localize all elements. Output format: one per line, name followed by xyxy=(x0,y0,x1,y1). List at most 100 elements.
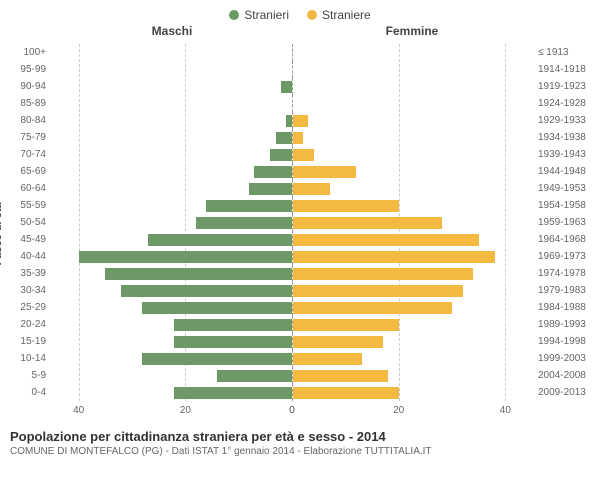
pyramid-row: 70-741939-1943 xyxy=(0,146,600,163)
bar-female xyxy=(293,285,463,297)
bar-male-cell xyxy=(52,284,292,298)
bar-female xyxy=(293,132,304,144)
bar-male-cell xyxy=(52,335,292,349)
chart-footer: Popolazione per cittadinanza straniera p… xyxy=(0,423,600,457)
bar-male-cell xyxy=(52,301,292,315)
age-label: 100+ xyxy=(0,47,52,58)
age-label: 85-89 xyxy=(0,98,52,109)
plot-area: Fasce di età Anni di nascita 100+≤ 19139… xyxy=(0,44,600,423)
x-tick-label: 40 xyxy=(73,405,84,416)
pyramid-row: 15-19 1994-1998 xyxy=(0,333,600,350)
bar-female-cell xyxy=(293,63,533,77)
bar-female-cell xyxy=(293,386,533,400)
bar-male-cell xyxy=(52,182,292,196)
bar-male-cell xyxy=(52,267,292,281)
x-axis-right: 02040 xyxy=(292,401,532,423)
pyramid-row: 45-49 1964-1968 xyxy=(0,231,600,248)
age-label: 65-69 xyxy=(0,166,52,177)
pyramid-row: 75-791934-1938 xyxy=(0,129,600,146)
bar-male xyxy=(196,217,292,229)
year-label: 1959-1963 xyxy=(532,217,600,228)
legend-item-female: Straniere xyxy=(307,8,371,22)
bar-female-cell xyxy=(293,335,533,349)
pyramid-row: 90-94 1919-1923 xyxy=(0,78,600,95)
pyramid-row: 55-591954-1958 xyxy=(0,197,600,214)
legend: Stranieri Straniere xyxy=(0,0,600,24)
footer-title: Popolazione per cittadinanza straniera p… xyxy=(10,429,590,444)
bar-female xyxy=(293,234,479,246)
bar-male-cell xyxy=(52,250,292,264)
age-label: 75-79 xyxy=(0,132,52,143)
bar-female xyxy=(293,149,314,161)
bar-female-cell xyxy=(293,318,533,332)
bar-male-cell xyxy=(52,318,292,332)
bar-female xyxy=(293,200,399,212)
bar-female xyxy=(293,268,474,280)
pyramid-row: 10-141999-2003 xyxy=(0,350,600,367)
year-label: 1994-1998 xyxy=(532,336,600,347)
bar-female-cell xyxy=(293,114,533,128)
pyramid-row: 20-241989-1993 xyxy=(0,316,600,333)
year-label: 1944-1948 xyxy=(532,166,600,177)
bar-female xyxy=(293,251,495,263)
year-label: 1969-1973 xyxy=(532,251,600,262)
year-label: 2009-2013 xyxy=(532,387,600,398)
bar-male-cell xyxy=(52,352,292,366)
bar-male xyxy=(148,234,292,246)
age-label: 90-94 xyxy=(0,81,52,92)
column-headers: Maschi Femmine xyxy=(0,24,600,42)
x-tick-label: 20 xyxy=(393,405,404,416)
bar-male-cell xyxy=(52,199,292,213)
age-label: 50-54 xyxy=(0,217,52,228)
year-label: 1914-1918 xyxy=(532,64,600,75)
bar-male-cell xyxy=(52,216,292,230)
bar-female xyxy=(293,115,309,127)
bar-male-cell xyxy=(52,165,292,179)
bar-male xyxy=(121,285,291,297)
bar-male xyxy=(105,268,291,280)
year-label: 1964-1968 xyxy=(532,234,600,245)
year-label: 1974-1978 xyxy=(532,268,600,279)
year-label: 1979-1983 xyxy=(532,285,600,296)
year-label: 1919-1923 xyxy=(532,81,600,92)
bar-female-cell xyxy=(293,80,533,94)
x-axis: 02040 02040 xyxy=(0,401,600,423)
year-label: 2004-2008 xyxy=(532,370,600,381)
age-label: 30-34 xyxy=(0,285,52,296)
bar-female-cell xyxy=(293,199,533,213)
bar-female-cell xyxy=(293,301,533,315)
bar-male-cell xyxy=(52,114,292,128)
bar-female-cell xyxy=(293,165,533,179)
pyramid-row: 95-991914-1918 xyxy=(0,61,600,78)
bar-male xyxy=(142,353,291,365)
bar-female xyxy=(293,217,442,229)
bar-male-cell xyxy=(52,233,292,247)
bar-male-cell xyxy=(52,80,292,94)
legend-label-male: Stranieri xyxy=(244,8,289,22)
bar-female-cell xyxy=(293,97,533,111)
bar-female xyxy=(293,166,357,178)
age-label: 15-19 xyxy=(0,336,52,347)
pyramid-row: 85-891924-1928 xyxy=(0,95,600,112)
pyramid-row: 0-4 2009-2013 xyxy=(0,384,600,401)
bar-female-cell xyxy=(293,369,533,383)
x-tick-label: 40 xyxy=(500,405,511,416)
pyramid-row: 60-641949-1953 xyxy=(0,180,600,197)
x-tick-label: 20 xyxy=(180,405,191,416)
bar-male-cell xyxy=(52,63,292,77)
bar-male xyxy=(206,200,291,212)
age-label: 60-64 xyxy=(0,183,52,194)
year-label: ≤ 1913 xyxy=(532,47,600,58)
pyramid-row: 35-391974-1978 xyxy=(0,265,600,282)
age-label: 20-24 xyxy=(0,319,52,330)
bar-male xyxy=(286,115,291,127)
age-label: 45-49 xyxy=(0,234,52,245)
bar-male xyxy=(249,183,292,195)
age-label: 0-4 xyxy=(0,387,52,398)
bar-female xyxy=(293,387,399,399)
bar-male xyxy=(276,132,292,144)
bar-female-cell xyxy=(293,284,533,298)
bar-female-cell xyxy=(293,267,533,281)
bar-male-cell xyxy=(52,97,292,111)
legend-item-male: Stranieri xyxy=(229,8,289,22)
